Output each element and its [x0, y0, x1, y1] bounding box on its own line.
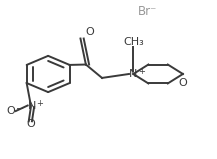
- Text: O: O: [26, 119, 35, 129]
- Text: O: O: [86, 27, 95, 37]
- Text: N: N: [28, 100, 36, 111]
- Text: N: N: [129, 69, 138, 79]
- Text: +: +: [36, 99, 43, 108]
- Text: O: O: [179, 78, 187, 88]
- Text: CH₃: CH₃: [123, 38, 144, 47]
- Text: −: −: [16, 104, 24, 114]
- Text: +: +: [138, 67, 145, 76]
- Text: Br⁻: Br⁻: [138, 5, 157, 18]
- Text: O: O: [6, 106, 15, 116]
